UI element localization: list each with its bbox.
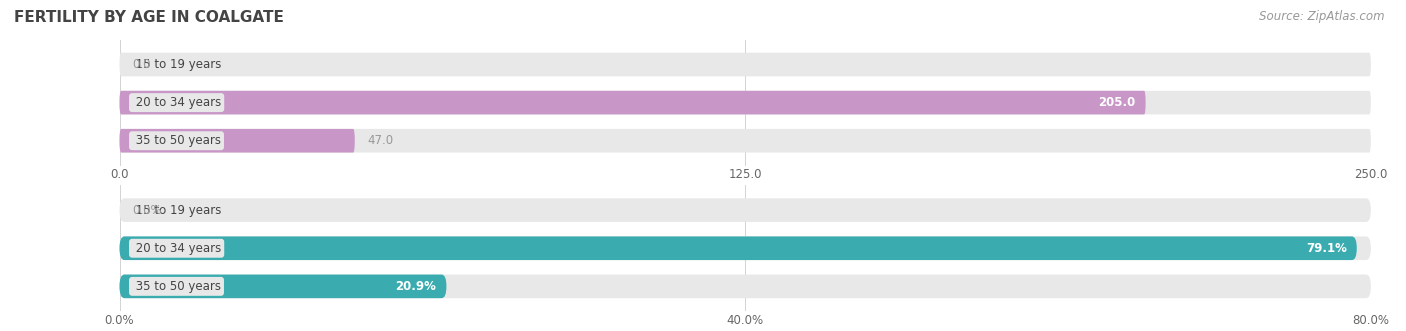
- Text: 35 to 50 years: 35 to 50 years: [132, 280, 221, 293]
- Text: 20 to 34 years: 20 to 34 years: [132, 96, 221, 109]
- Text: FERTILITY BY AGE IN COALGATE: FERTILITY BY AGE IN COALGATE: [14, 10, 284, 25]
- Text: 79.1%: 79.1%: [1306, 242, 1347, 255]
- Text: 47.0: 47.0: [367, 134, 394, 147]
- Text: 15 to 19 years: 15 to 19 years: [132, 58, 221, 71]
- FancyBboxPatch shape: [120, 236, 1371, 260]
- Text: 205.0: 205.0: [1098, 96, 1136, 109]
- FancyBboxPatch shape: [120, 236, 1357, 260]
- FancyBboxPatch shape: [120, 274, 447, 298]
- Text: 0.0: 0.0: [132, 58, 150, 71]
- Text: 15 to 19 years: 15 to 19 years: [132, 204, 221, 216]
- FancyBboxPatch shape: [120, 129, 354, 153]
- FancyBboxPatch shape: [120, 198, 1371, 222]
- FancyBboxPatch shape: [120, 129, 1371, 153]
- FancyBboxPatch shape: [120, 91, 1371, 115]
- FancyBboxPatch shape: [120, 91, 1146, 115]
- FancyBboxPatch shape: [120, 274, 1371, 298]
- FancyBboxPatch shape: [120, 53, 1371, 76]
- Text: 20.9%: 20.9%: [395, 280, 436, 293]
- Text: 20 to 34 years: 20 to 34 years: [132, 242, 221, 255]
- Text: 35 to 50 years: 35 to 50 years: [132, 134, 221, 147]
- Text: Source: ZipAtlas.com: Source: ZipAtlas.com: [1260, 10, 1385, 23]
- Text: 0.0%: 0.0%: [132, 204, 162, 216]
